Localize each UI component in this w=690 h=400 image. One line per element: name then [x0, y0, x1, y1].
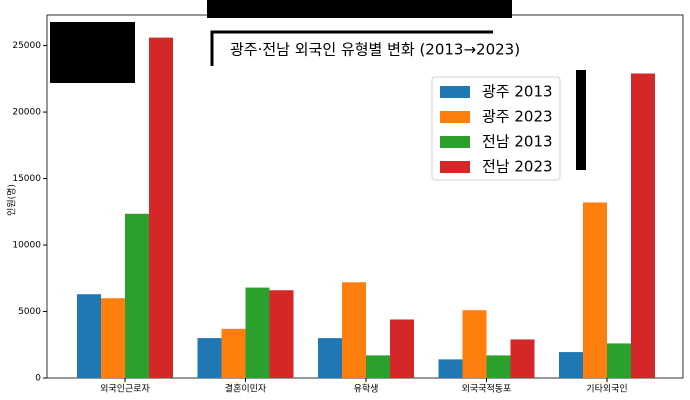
bar: [197, 338, 222, 378]
y-tick-label: 25000: [12, 41, 41, 51]
y-tick-label: 20000: [12, 108, 41, 118]
legend-label: 광주 2023: [482, 108, 553, 126]
legend-swatch: [440, 136, 470, 148]
bar: [318, 338, 342, 378]
bar: [149, 37, 173, 378]
y-tick-label: 5000: [18, 307, 41, 317]
bar: [245, 287, 270, 378]
redaction: [576, 70, 586, 170]
y-tick-label: 15000: [12, 174, 41, 184]
bar: [510, 339, 535, 378]
bar: [583, 202, 607, 378]
legend-swatch: [440, 161, 470, 173]
bar: [269, 290, 294, 378]
legend-swatch: [440, 86, 470, 98]
redaction: [207, 0, 512, 18]
chart-title: 광주·전남 외국인 유형별 변화 (2013→2023): [230, 41, 520, 59]
bar: [101, 298, 125, 378]
bar: [390, 319, 414, 378]
x-tick-label: 기타외국인: [586, 383, 627, 395]
y-axis-label: 인원(명): [7, 184, 18, 216]
legend-label: 광주 2013: [482, 83, 553, 101]
bar: [462, 310, 487, 378]
bar: [77, 294, 101, 378]
bar: [221, 328, 246, 378]
x-tick-label: 결혼이민자: [225, 383, 267, 395]
redaction: [50, 22, 135, 83]
bar: [631, 73, 655, 378]
bar: [559, 352, 583, 378]
legend-swatch: [440, 111, 470, 123]
legend-label: 전남 2013: [482, 133, 553, 151]
y-tick-label: 0: [35, 374, 41, 384]
bar: [438, 359, 463, 378]
legend-label: 전남 2023: [482, 158, 553, 176]
legend-box: [431, 76, 561, 181]
x-tick-label: 외국국적동포: [462, 383, 512, 395]
bracket: [210, 30, 493, 66]
bar: [342, 282, 366, 378]
x-tick-label: 유학생: [354, 384, 379, 395]
bar: [125, 213, 149, 378]
bar: [607, 343, 631, 378]
y-tick-label: 10000: [12, 241, 41, 251]
bar: [486, 355, 511, 378]
x-tick-label: 외국인근로자: [100, 383, 150, 395]
bar: [366, 355, 390, 378]
